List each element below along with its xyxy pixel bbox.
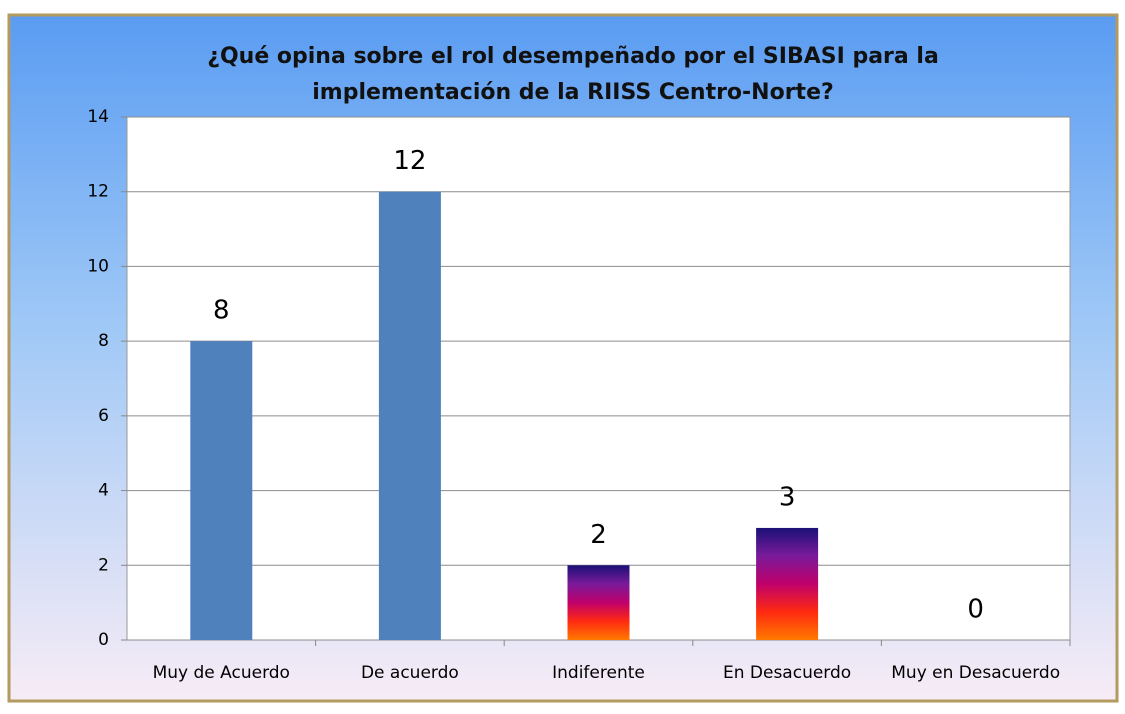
x-tick-label: Indiferente <box>552 663 645 683</box>
y-tick-label: 6 <box>98 406 109 426</box>
plot-area <box>126 116 1071 641</box>
y-tick-label: 12 <box>87 182 109 202</box>
y-tick-label: 4 <box>98 481 109 501</box>
chart-title: implementación de la RIISS Centro-Norte? <box>312 80 834 105</box>
data-label: 0 <box>967 595 984 625</box>
data-label: 12 <box>393 146 426 176</box>
bar <box>567 565 630 640</box>
data-label: 3 <box>779 482 796 512</box>
chart-title: ¿Qué opina sobre el rol desempeñado por … <box>207 44 939 69</box>
data-label: 2 <box>590 520 607 550</box>
bar <box>190 341 253 640</box>
y-tick-label: 14 <box>87 107 109 127</box>
y-tick-label: 8 <box>98 331 109 351</box>
x-tick-label: Muy de Acuerdo <box>153 663 290 683</box>
data-label: 8 <box>213 296 230 326</box>
y-tick-label: 2 <box>98 555 109 575</box>
x-tick-label: Muy en Desacuerdo <box>891 663 1060 683</box>
y-tick-label: 0 <box>98 630 109 650</box>
bar <box>378 191 441 640</box>
y-tick-label: 10 <box>87 256 109 276</box>
x-tick-label: De acuerdo <box>361 663 459 683</box>
bar <box>756 527 819 640</box>
x-tick-label: En Desacuerdo <box>723 663 851 683</box>
